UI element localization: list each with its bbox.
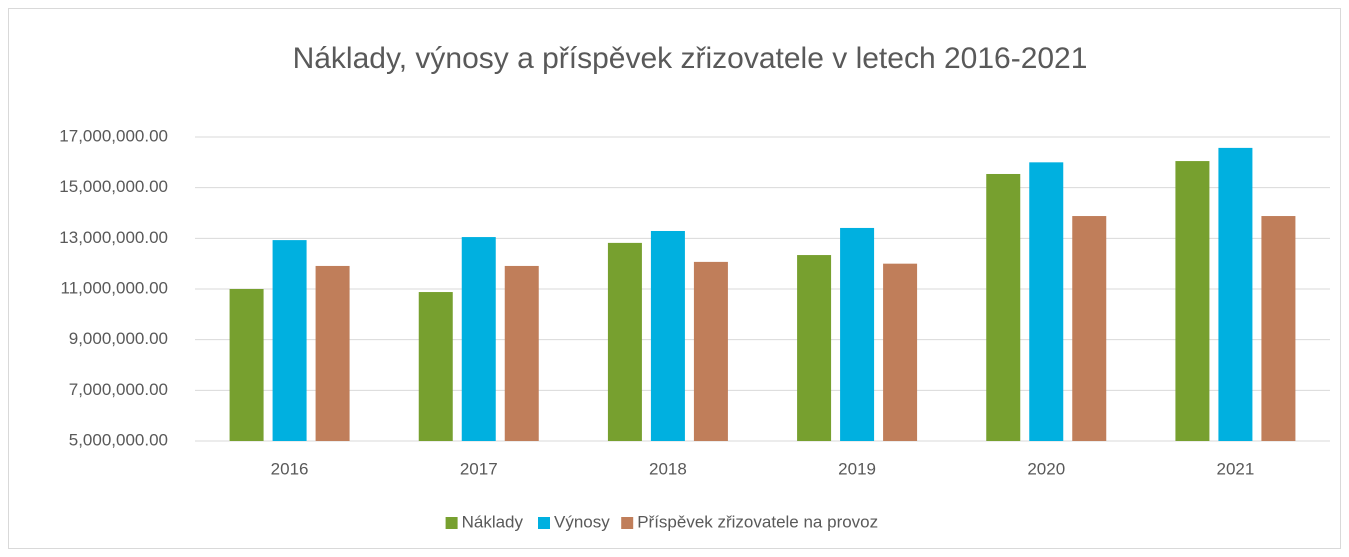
chart-title: Náklady, výnosy a příspěvek zřizovatele … [293, 42, 1088, 75]
y-tick-label: 17,000,000.00 [59, 126, 168, 145]
bar [840, 227, 875, 441]
bar [229, 289, 264, 441]
y-tick-label: 9,000,000.00 [69, 329, 168, 348]
y-tick-label: 7,000,000.00 [69, 380, 168, 399]
bar [315, 265, 350, 441]
bar [461, 237, 496, 441]
y-tick-label: 13,000,000.00 [59, 228, 168, 247]
x-tick-label: 2016 [271, 459, 309, 478]
bar [607, 242, 642, 441]
x-tick-label: 2020 [1027, 459, 1065, 478]
bar [693, 261, 728, 441]
bar [883, 263, 918, 441]
bar [504, 265, 539, 441]
bar [418, 292, 453, 441]
y-tick-label: 5,000,000.00 [69, 430, 168, 449]
bar [650, 230, 685, 441]
legend-label: Výnosy [554, 512, 610, 531]
bar [1218, 147, 1253, 442]
bar [1072, 216, 1107, 441]
x-tick-label: 2018 [649, 459, 687, 478]
legend-label: Náklady [462, 512, 524, 531]
bar [986, 173, 1021, 441]
legend-label: Příspěvek zřizovatele na provoz [637, 512, 878, 531]
x-tick-label: 2021 [1217, 459, 1255, 478]
bar [1261, 216, 1296, 441]
bar [797, 255, 832, 441]
x-tick-label: 2017 [460, 459, 498, 478]
legend-swatch [445, 517, 458, 529]
legend-swatch [621, 517, 634, 529]
bar [1029, 162, 1064, 442]
y-tick-label: 11,000,000.00 [61, 278, 168, 297]
bar [272, 240, 307, 441]
y-tick-label: 15,000,000.00 [59, 177, 168, 196]
legend-swatch [538, 517, 550, 529]
bar [1175, 161, 1210, 442]
x-tick-label: 2019 [838, 459, 876, 478]
